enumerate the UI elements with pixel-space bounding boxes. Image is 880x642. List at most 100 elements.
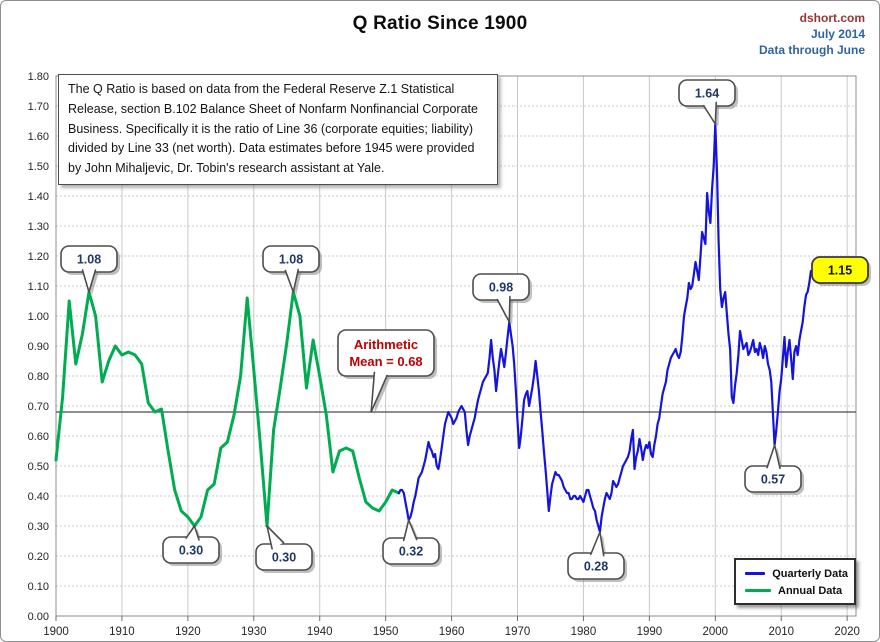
callout-label: 0.30: [272, 551, 296, 565]
chart-title: Q Ratio Since 1900: [352, 13, 528, 34]
callout-tail: [767, 445, 781, 469]
callout-tail: [82, 269, 96, 292]
x-tick-label: 1930: [241, 626, 267, 638]
callout-tail-edge: [284, 269, 295, 293]
callout-tail: [285, 269, 299, 292]
callout-tail-edge: [88, 269, 97, 293]
source-site: dshort.com: [799, 11, 865, 25]
report-date: July 2014: [810, 27, 865, 41]
x-tick-label: 1900: [43, 626, 69, 638]
callout-label: 1.08: [279, 253, 303, 267]
callout-label: Arithmetic: [354, 337, 418, 352]
mean-callout: Arithmetic Mean = 0.68: [337, 329, 437, 415]
y-tick-label: 0.20: [28, 551, 49, 563]
callout-tail-edge: [599, 531, 605, 557]
callout-tail-edge: [193, 525, 200, 541]
y-tick-label: 0.50: [28, 461, 49, 473]
y-tick-label: 1.10: [28, 281, 49, 293]
x-tick-label: 1970: [505, 626, 531, 638]
quarterly-data-line: [397, 122, 813, 534]
y-tick-label: 0.90: [28, 341, 49, 353]
x-tick-label: 2010: [768, 626, 794, 638]
callout-low-1932: 0.30: [255, 525, 315, 573]
callout-tail-edge: [714, 101, 718, 125]
data-coverage: Data through June: [758, 43, 865, 57]
x-tick-label: 2000: [703, 626, 729, 638]
y-tick-label: 1.60: [28, 131, 49, 143]
y-tick-label: 0.80: [28, 371, 49, 383]
x-tick-label: 1990: [637, 626, 663, 638]
callout-tail-edge: [370, 374, 388, 413]
x-tick-label: 1910: [109, 626, 135, 638]
callout-peak-1906: 1.08: [60, 245, 120, 295]
callout-peak-1968: 0.98: [472, 273, 532, 325]
callout-low-1953: 0.32: [382, 519, 442, 567]
legend-label: Quarterly Data: [772, 567, 848, 580]
y-tick-label: 1.80: [28, 71, 49, 83]
legend-swatch: [745, 572, 766, 575]
callout-tail-edge: [766, 444, 776, 469]
y-tick-label: 1.20: [28, 251, 49, 263]
y-tick-label: 1.50: [28, 161, 49, 173]
x-tick-label: 2020: [834, 626, 860, 638]
callout-low-2009: 0.57: [744, 444, 804, 495]
callout-label: Mean = 0.68: [349, 354, 422, 369]
callout-latest-1.15: 1.15: [811, 256, 871, 286]
callout-peak-1937: 1.08: [262, 245, 322, 295]
callout-bubble: [255, 543, 313, 571]
y-tick-label: 1.40: [28, 191, 49, 203]
x-tick-label: 1950: [373, 626, 399, 638]
legend-item-annual-data: Annual Data: [745, 582, 848, 599]
callout-tail-edge: [773, 444, 781, 470]
callout-tail-edge: [370, 371, 376, 413]
callout-label: 0.28: [584, 560, 608, 574]
x-tick-label: 1960: [439, 626, 465, 638]
callout-peak-2000: 1.64: [678, 79, 738, 127]
callout-label: 1.15: [828, 264, 852, 278]
chart-legend: Quarterly Data Annual Data: [734, 558, 856, 605]
legend-label: Annual Data: [778, 584, 843, 597]
source-block: dshort.com July 2014 Data through June: [759, 10, 865, 58]
callout-tail-edge: [508, 295, 511, 323]
callout-label: 1.08: [77, 253, 101, 267]
callout-tail-edge: [292, 268, 300, 293]
callout-tail-edge: [185, 525, 196, 539]
y-tick-label: 0.30: [28, 521, 49, 533]
callout-tail: [403, 520, 417, 541]
y-tick-label: 0.70: [28, 401, 49, 413]
x-tick-label: 1980: [571, 626, 597, 638]
callout-tail-edge: [407, 519, 418, 541]
callout-tail-edge: [81, 269, 90, 293]
y-tick-label: 0.60: [28, 431, 49, 443]
callout-tail-edge: [702, 104, 717, 125]
y-tick-label: 0.40: [28, 491, 49, 503]
callout-tail-edge: [402, 519, 410, 542]
y-tick-label: 0.10: [28, 581, 49, 593]
annual-data-line: [54, 290, 401, 528]
callout-label: 0.32: [399, 545, 423, 559]
y-tick-label: 1.70: [28, 101, 49, 113]
callout-tail: [186, 526, 200, 540]
y-tick-label: 0.00: [28, 611, 49, 623]
methodology-note: The Q Ratio is based on data from the Fe…: [58, 74, 498, 185]
callout-label: 0.30: [179, 544, 203, 558]
legend-item-quarterly-data: Quarterly Data: [745, 565, 848, 582]
x-tick-label: 1920: [175, 626, 201, 638]
callout-tail-edge: [266, 525, 273, 550]
x-tick-label: 1940: [307, 626, 333, 638]
callout-low-1921: 0.30: [162, 525, 222, 566]
callout-bubble: [811, 256, 869, 284]
callout-low-1982: 0.28: [567, 531, 627, 582]
callout-label: 0.57: [761, 473, 785, 487]
y-tick-label: 1.00: [28, 311, 49, 323]
callout-label: 0.98: [489, 281, 513, 295]
callout-tail-edge: [496, 298, 511, 323]
callout-label: 1.64: [695, 87, 719, 101]
legend-swatch: [745, 589, 771, 592]
callout-tail-edge: [590, 531, 601, 556]
y-tick-label: 1.30: [28, 221, 49, 233]
callout-tail-edge: [266, 525, 285, 544]
callout-tail: [703, 102, 717, 124]
